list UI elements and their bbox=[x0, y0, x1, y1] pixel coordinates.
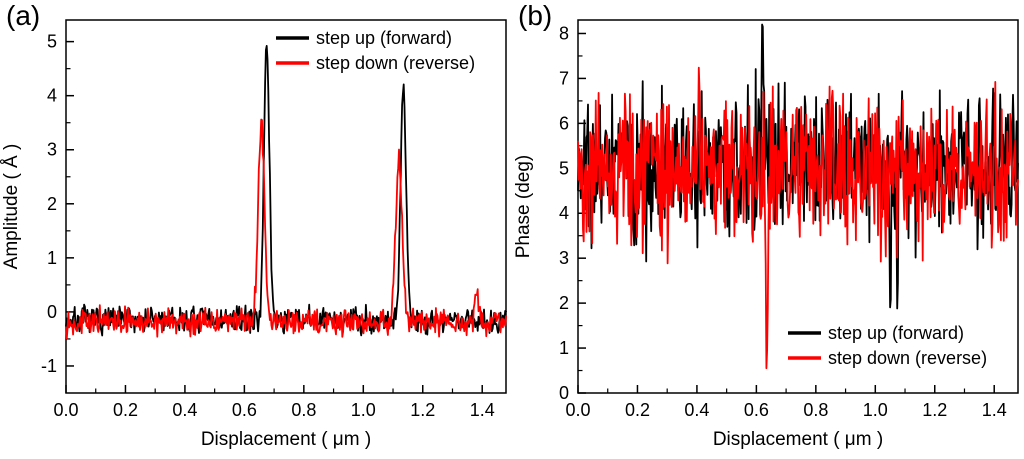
y-tick-label: 1 bbox=[47, 248, 57, 268]
series-step-down-reverse bbox=[577, 66, 1019, 370]
plot-frame bbox=[577, 19, 1019, 394]
x-tick-label: 0.2 bbox=[113, 400, 138, 420]
legend: step up (forward) step down (reverse) bbox=[276, 28, 475, 73]
x-tick-label: 1.4 bbox=[470, 400, 495, 420]
x-tick-label: 0.0 bbox=[565, 400, 590, 420]
legend-label-step-up-forward: step up (forward) bbox=[828, 323, 964, 343]
y-tick-label: 1 bbox=[559, 338, 569, 358]
legend-label-step-up-forward: step up (forward) bbox=[316, 28, 452, 48]
x-tick-label: 1.4 bbox=[982, 400, 1007, 420]
panel-a: (a) 0.0 0.2 0.4 0.6 0.8 1.0 1.2 1.4 -1 0 1 2 3 4 5 Disp… bbox=[1, 0, 507, 450]
y-axis: -1 0 1 2 3 4 5 bbox=[41, 32, 74, 376]
legend-label-step-down-reverse: step down (reverse) bbox=[828, 348, 987, 368]
x-tick-label: 0.6 bbox=[232, 400, 257, 420]
y-tick-label: 8 bbox=[559, 23, 569, 43]
y-tick-label: 2 bbox=[559, 293, 569, 313]
panel-label-b: (b) bbox=[518, 0, 553, 31]
y-tick-label: 2 bbox=[47, 194, 57, 214]
y-tick-label: 3 bbox=[559, 248, 569, 268]
y-tick-label: 4 bbox=[559, 203, 569, 223]
panel-b: (b) 0.0 0.2 0.4 0.6 0.8 1.0 1.2 1.4 0 1 2 3 4 5 6 7 8 Dis… bbox=[512, 0, 1024, 459]
y-tick-label: 5 bbox=[559, 158, 569, 178]
y-tick-label: 6 bbox=[559, 113, 569, 133]
x-tick-label: 0.2 bbox=[625, 400, 650, 420]
x-tick-label: 0.0 bbox=[53, 400, 78, 420]
chart-phase: 0.0 0.2 0.4 0.6 0.8 1.0 1.2 1.4 0 1 2 3 4 5 6 7 8 Displac… bbox=[513, 19, 1019, 450]
x-axis: 0.0 0.2 0.4 0.6 0.8 1.0 1.2 1.4 bbox=[565, 385, 1007, 420]
x-tick-label: 0.8 bbox=[803, 400, 828, 420]
series-step-up-forward bbox=[65, 45, 507, 337]
x-tick-label: 1.0 bbox=[351, 400, 376, 420]
chart-amplitude: 0.0 0.2 0.4 0.6 0.8 1.0 1.2 1.4 -1 0 1 2 3 4 5 Displace… bbox=[1, 19, 507, 450]
y-tick-label: 4 bbox=[47, 86, 57, 106]
legend-label-step-down-reverse: step down (reverse) bbox=[316, 53, 475, 73]
y-tick-label: 3 bbox=[47, 140, 57, 160]
y-axis-title: Phase (deg) bbox=[513, 155, 534, 259]
x-tick-label: 0.4 bbox=[172, 400, 197, 420]
x-tick-label: 0.8 bbox=[291, 400, 316, 420]
y-tick-label: 7 bbox=[559, 68, 569, 88]
y-tick-label: 5 bbox=[47, 32, 57, 52]
x-axis-title: Displacement ( μm ) bbox=[201, 429, 371, 450]
x-tick-label: 0.6 bbox=[744, 400, 769, 420]
y-tick-label: -1 bbox=[41, 356, 57, 376]
x-axis: 0.0 0.2 0.4 0.6 0.8 1.0 1.2 1.4 bbox=[53, 385, 495, 420]
y-axis-title: Amplitude ( Å ) bbox=[1, 144, 22, 270]
x-tick-label: 1.2 bbox=[410, 400, 435, 420]
x-axis-title: Displacement ( μm ) bbox=[713, 429, 883, 450]
y-tick-label: 0 bbox=[47, 302, 57, 322]
x-tick-label: 1.0 bbox=[863, 400, 888, 420]
series-step-down-reverse bbox=[65, 118, 507, 340]
x-tick-label: 0.4 bbox=[684, 400, 709, 420]
y-axis: 0 1 2 3 4 5 6 7 8 bbox=[559, 23, 586, 403]
x-tick-label: 1.2 bbox=[922, 400, 947, 420]
y-tick-label: 0 bbox=[559, 383, 569, 403]
plot-frame bbox=[65, 19, 507, 394]
panel-label-a: (a) bbox=[6, 0, 41, 31]
legend: step up (forward) step down (reverse) bbox=[788, 323, 987, 368]
